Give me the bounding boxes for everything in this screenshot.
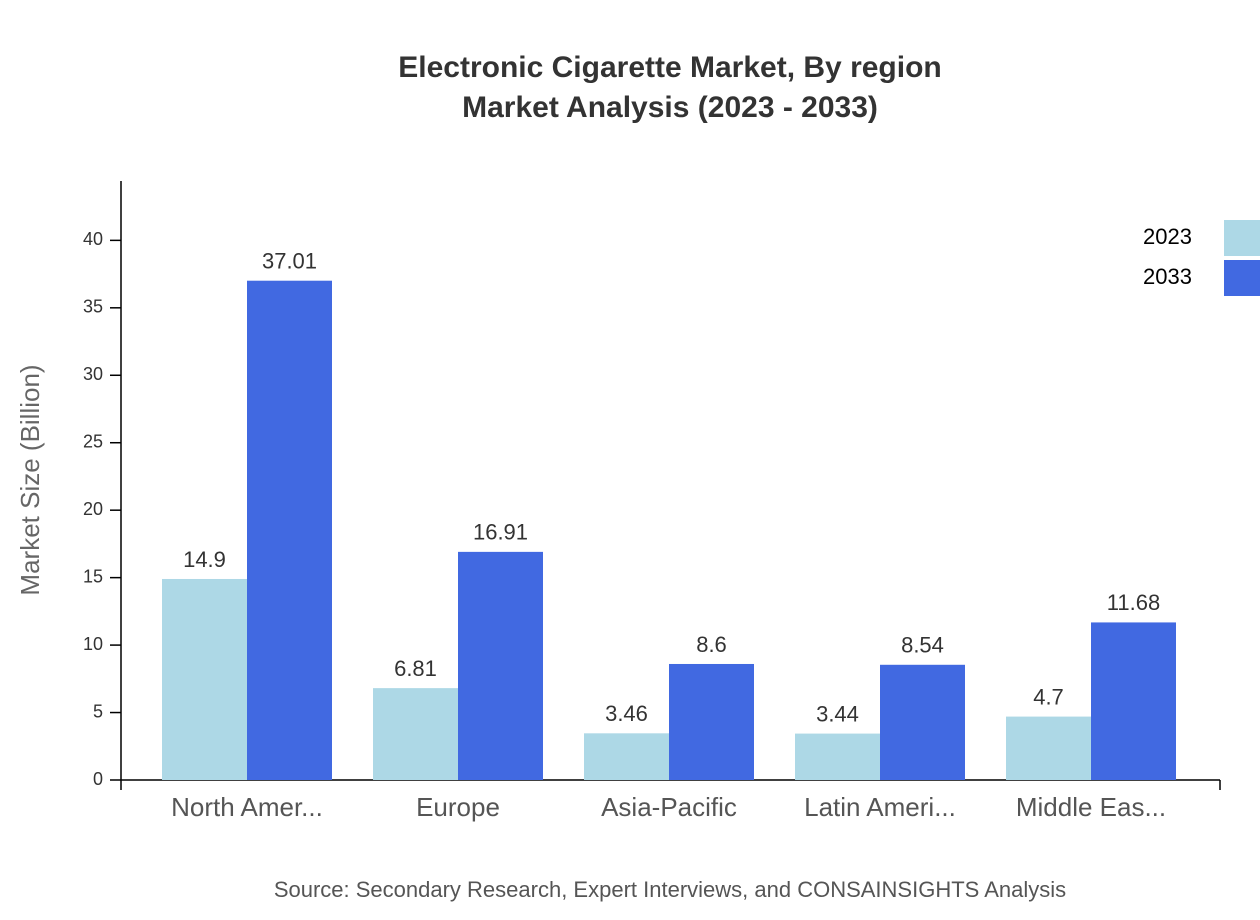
x-tick-label: North Amer... (171, 792, 323, 822)
bar (458, 551, 543, 780)
bar (1006, 716, 1091, 780)
bar (669, 663, 754, 780)
value-label: 11.68 (1107, 590, 1160, 615)
value-label: 14.9 (183, 547, 226, 572)
y-tick-label: 5 (93, 701, 103, 721)
y-tick-label: 35 (83, 297, 103, 317)
x-tick-label: Latin Ameri... (804, 792, 956, 822)
bar (584, 733, 669, 780)
value-label: 3.44 (816, 701, 859, 726)
value-label: 37.01 (262, 249, 317, 274)
x-tick-label: Europe (416, 792, 500, 822)
bar (880, 664, 965, 780)
value-label: 3.46 (605, 701, 648, 726)
legend-swatch (1224, 260, 1260, 296)
y-tick-label: 20 (83, 499, 103, 519)
bar (162, 578, 247, 780)
value-label: 4.7 (1033, 684, 1064, 709)
legend-label: 2033 (1143, 264, 1192, 289)
y-tick-label: 15 (83, 566, 103, 586)
value-label: 6.81 (394, 656, 437, 681)
bar (1091, 622, 1176, 780)
legend-label: 2023 (1143, 224, 1192, 249)
legend-swatch (1224, 220, 1260, 256)
bar (795, 733, 880, 780)
value-label: 8.54 (901, 633, 944, 658)
value-label: 16.91 (473, 520, 528, 545)
y-axis-label: Market Size (Billion) (15, 364, 45, 595)
y-tick-label: 25 (83, 431, 103, 451)
value-label: 8.6 (696, 632, 727, 657)
x-tick-label: Asia-Pacific (601, 792, 737, 822)
y-tick-label: 40 (83, 229, 103, 249)
chart-title: Electronic Cigarette Market, By region (398, 51, 942, 84)
bar (373, 688, 458, 780)
source-note: Source: Secondary Research, Expert Inter… (274, 877, 1066, 902)
x-tick-label: Middle Eas... (1016, 792, 1166, 822)
y-tick-label: 10 (83, 634, 103, 654)
chart-subtitle: Market Analysis (2023 - 2033) (462, 91, 878, 124)
y-tick-label: 0 (93, 769, 103, 789)
y-tick-label: 30 (83, 364, 103, 384)
bar (247, 280, 332, 780)
